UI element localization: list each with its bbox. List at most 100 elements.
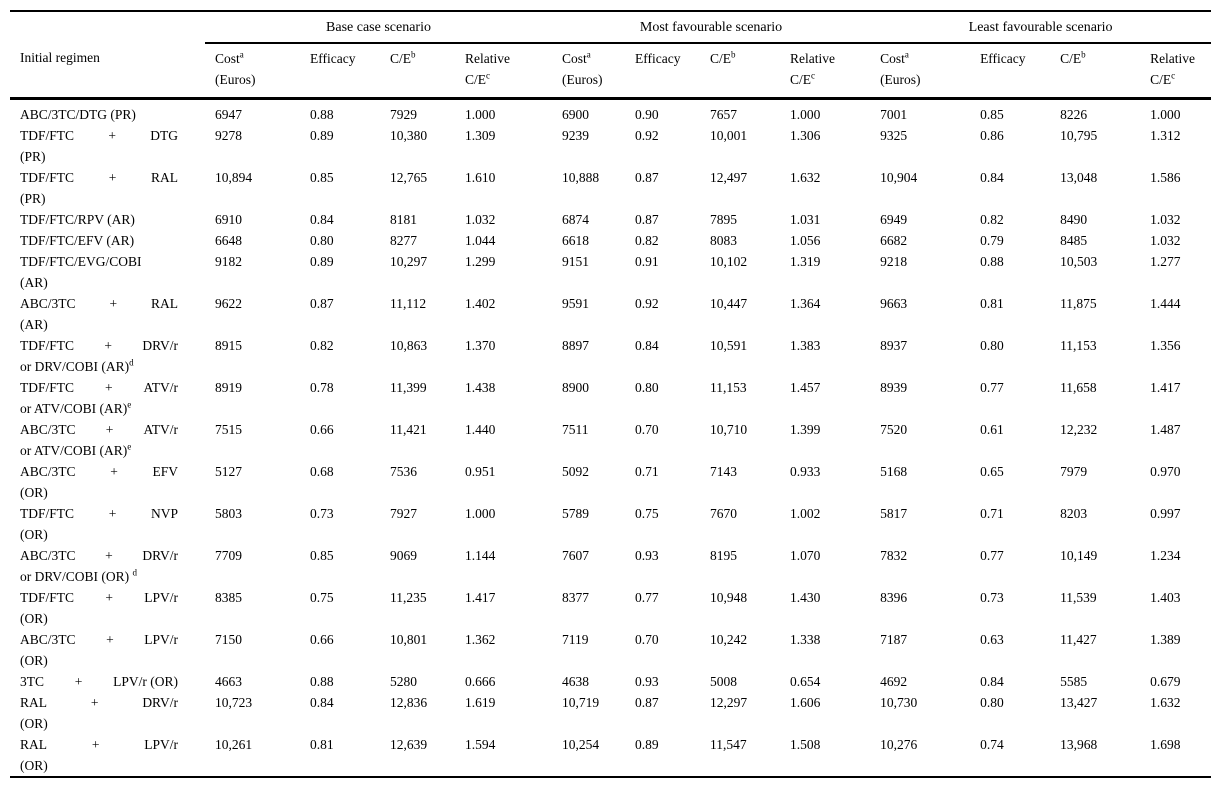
regimen-cell: TDF/FTC/EVG/COBI (AR) <box>20 254 142 290</box>
value-cell: 6682 <box>880 233 908 248</box>
value-cell: 0.71 <box>635 464 659 479</box>
value-cell: 1.144 <box>465 548 496 563</box>
value-cell: 1.032 <box>465 212 496 227</box>
value-cell: 11,539 <box>1060 590 1097 605</box>
value-cell: 9663 <box>880 296 908 311</box>
value-cell: 1.356 <box>1150 338 1181 353</box>
footnote-marker-e: e <box>127 441 132 452</box>
value-cell: 0.951 <box>465 464 496 479</box>
value-cell: 1.000 <box>790 107 821 122</box>
value-cell: 0.68 <box>310 464 334 479</box>
table-row: ABC/3TC + DRV/r or DRV/COBI (OR) d 7709 0.85 9… <box>10 545 1211 587</box>
value-cell: 0.87 <box>635 695 659 710</box>
value-cell: 8195 <box>710 548 738 563</box>
footnote-marker-b: b <box>1081 49 1086 60</box>
value-cell: 5008 <box>710 674 738 689</box>
value-cell: 1.444 <box>1150 296 1181 311</box>
value-cell: 1.000 <box>465 107 496 122</box>
value-cell: 1.277 <box>1150 254 1181 269</box>
value-cell: 0.85 <box>980 107 1004 122</box>
value-cell: 0.71 <box>980 506 1004 521</box>
value-cell: 11,235 <box>390 590 427 605</box>
value-cell: 7515 <box>215 422 242 437</box>
regimen-cell: ABC/3TC + ATV/r or ATV/COBI (AR)e <box>20 422 178 458</box>
value-cell: 0.82 <box>635 233 659 248</box>
group-header-base-case: Base case scenario <box>205 11 553 44</box>
value-cell: 7511 <box>562 422 589 437</box>
value-cell: 0.66 <box>310 422 334 437</box>
value-cell: 0.80 <box>980 695 1004 710</box>
value-cell: 9591 <box>562 296 590 311</box>
value-cell: 0.75 <box>635 506 659 521</box>
value-cell: 4638 <box>562 674 590 689</box>
value-cell: 8377 <box>562 590 590 605</box>
regimen-cell: RAL + DRV/r (OR) <box>20 695 178 731</box>
value-cell: 0.82 <box>980 212 1004 227</box>
value-cell: 1.403 <box>1150 590 1181 605</box>
value-cell: 0.91 <box>635 254 659 269</box>
value-cell: 0.86 <box>980 128 1004 143</box>
value-cell: 10,888 <box>562 170 600 185</box>
value-cell: 10,730 <box>880 695 918 710</box>
footnote-marker-a: a <box>586 49 591 60</box>
value-cell: 10,380 <box>390 128 428 143</box>
value-cell: 10,503 <box>1060 254 1098 269</box>
value-cell: 1.032 <box>1150 212 1181 227</box>
value-cell: 6949 <box>880 212 908 227</box>
regimen-cell: RAL + LPV/r (OR) <box>20 737 178 773</box>
value-cell: 0.92 <box>635 296 659 311</box>
value-cell: 0.84 <box>635 338 659 353</box>
value-cell: 6618 <box>562 233 590 248</box>
value-cell: 10,591 <box>710 338 748 353</box>
value-cell: 9622 <box>215 296 242 311</box>
value-cell: 1.619 <box>465 695 496 710</box>
value-cell: 0.93 <box>635 674 659 689</box>
value-cell: 0.92 <box>635 128 659 143</box>
value-cell: 12,836 <box>390 695 428 710</box>
regimen-cell: TDF/FTC + RAL (PR) <box>20 170 178 206</box>
value-cell: 0.77 <box>980 548 1004 563</box>
col-header-efficacy-g3: Efficacy <box>970 43 1051 100</box>
value-cell: 9218 <box>880 254 908 269</box>
value-cell: 1.402 <box>465 296 496 311</box>
value-cell: 0.70 <box>635 422 659 437</box>
value-cell: 8385 <box>215 590 242 605</box>
value-cell: 9278 <box>215 128 242 143</box>
value-cell: 7709 <box>215 548 242 563</box>
value-cell: 10,795 <box>1060 128 1098 143</box>
value-cell: 1.610 <box>465 170 496 185</box>
value-cell: 0.80 <box>980 338 1004 353</box>
value-cell: 11,547 <box>710 737 747 752</box>
value-cell: 0.73 <box>980 590 1004 605</box>
table-row: RAL + LPV/r (OR) 10,261 0.81 12,639 1.594 10,254… <box>10 734 1211 777</box>
value-cell: 1.362 <box>465 632 496 647</box>
value-cell: 10,447 <box>710 296 748 311</box>
value-cell: 7895 <box>710 212 738 227</box>
table-row: TDF/FTC + LPV/r (OR) 8385 0.75 11,235 1.417 8377… <box>10 587 1211 629</box>
value-cell: 0.89 <box>310 254 334 269</box>
value-cell: 1.306 <box>790 128 821 143</box>
value-cell: 10,297 <box>390 254 428 269</box>
scenario-header-row: Base case scenario Most favourable scena… <box>10 11 1212 44</box>
value-cell: 0.77 <box>980 380 1004 395</box>
table-row: RAL + DRV/r (OR) 10,723 0.84 12,836 1.619 10,719… <box>10 692 1211 734</box>
value-cell: 11,153 <box>710 380 747 395</box>
value-cell: 10,102 <box>710 254 748 269</box>
value-cell: 11,875 <box>1060 296 1097 311</box>
regimen-cell: 3TC + LPV/r (OR) <box>20 674 178 689</box>
value-cell: 0.84 <box>980 674 1004 689</box>
value-cell: 0.93 <box>635 548 659 563</box>
value-cell: 1.430 <box>790 590 821 605</box>
regimen-cell: TDF/FTC + LPV/r (OR) <box>20 590 178 626</box>
value-cell: 10,710 <box>710 422 748 437</box>
value-cell: 11,658 <box>1060 380 1097 395</box>
value-cell: 7979 <box>1060 464 1088 479</box>
value-cell: 5803 <box>215 506 242 521</box>
value-cell: 7607 <box>562 548 590 563</box>
value-cell: 7657 <box>710 107 738 122</box>
value-cell: 4663 <box>215 674 242 689</box>
value-cell: 7536 <box>390 464 417 479</box>
value-cell: 0.88 <box>310 107 334 122</box>
regimen-cell: TDF/FTC/EFV (AR) <box>20 233 135 248</box>
